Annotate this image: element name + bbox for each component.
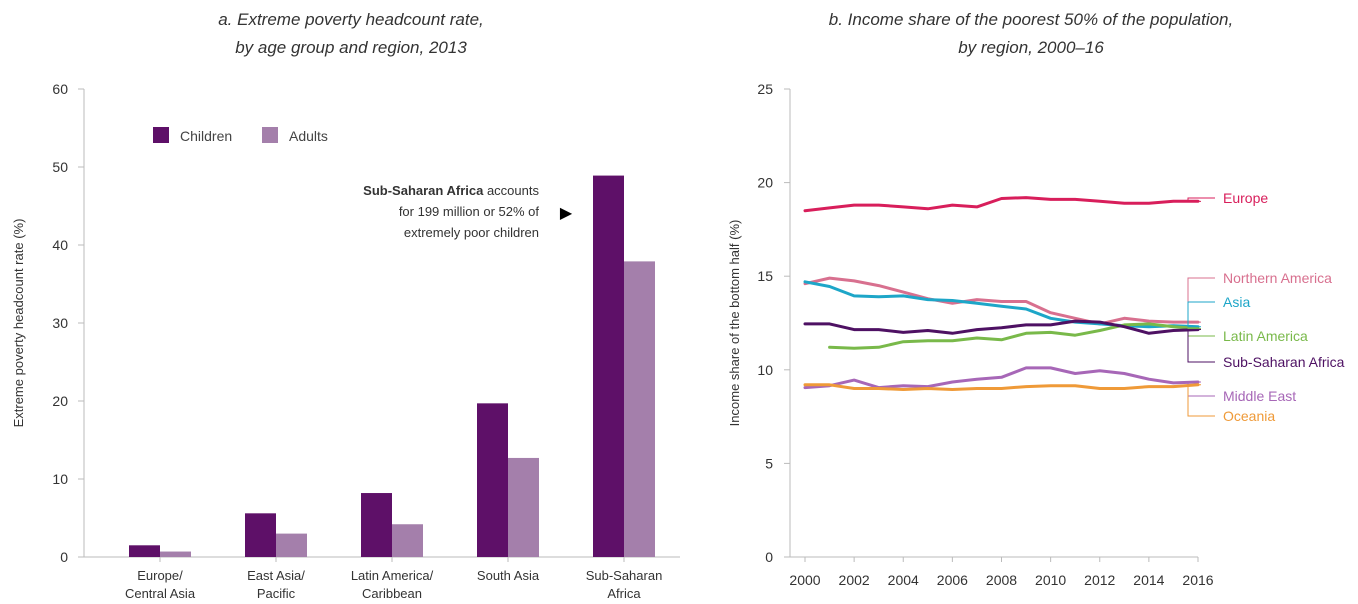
series-label-sub-saharan-africa: Sub-Saharan Africa [1223,354,1345,370]
chart-a-bars [129,175,655,557]
bar-children-0 [129,545,160,557]
annotation-arrow-icon: ▶ [560,205,573,222]
category-label: Africa [607,586,641,601]
category-label: Latin America/ [351,568,434,583]
series-label-middle-east: Middle East [1223,388,1296,404]
series-leader-line [1187,384,1215,417]
chart-b-y-tick-label: 5 [765,455,773,471]
series-label-asia: Asia [1223,294,1250,310]
category-label: Sub-Saharan [586,568,663,583]
line-northern-america [803,276,1200,326]
chart-a-y-tick-label: 60 [52,81,68,97]
chart-b-y-axis-label: Income share of the bottom half (%) [727,220,742,427]
chart-b-title-line2: by region, 2000–16 [958,38,1104,57]
chart-b-title-line1: b. Income share of the poorest 50% of th… [829,10,1234,29]
chart-b-y-tick-label: 20 [757,175,773,191]
annotation-line2: for 199 million or 52% of [399,204,540,219]
category-label: Pacific [257,586,296,601]
chart-b-y-tick-label: 0 [765,549,773,565]
chart-a-y-tick-label: 40 [52,237,68,253]
chart-b-x-tick-label: 2006 [937,572,968,588]
chart-a-title-line2: by age group and region, 2013 [235,38,467,57]
line-middle-east [803,366,1200,390]
series-leader-line [1187,277,1215,323]
annotation-line3: extremely poor children [404,225,539,240]
chart-a-title-line1: a. Extreme poverty headcount rate, [218,10,484,29]
chart-b-x-tick-label: 2014 [1133,572,1164,588]
chart-a-legend: Children Adults [153,127,328,144]
bar-adults-4 [624,261,655,557]
series-label-oceania: Oceania [1223,408,1275,424]
legend-adults-label: Adults [289,128,328,144]
bar-children-2 [361,493,392,557]
legend-adults-swatch [262,127,278,143]
chart-a-y-tick-label: 10 [52,471,68,487]
bar-adults-2 [392,524,423,557]
line-oceania [803,383,1200,391]
chart-b-y-tick-label: 25 [757,81,773,97]
series-label-northern-america: Northern America [1223,270,1332,286]
category-label: Central Asia [125,586,196,601]
chart-b-x-tick-label: 2002 [839,572,870,588]
category-label: Caribbean [362,586,422,601]
chart-a-y-tick-label: 0 [60,549,68,565]
chart-a-y-tick-label: 30 [52,315,68,331]
bar-adults-0 [160,551,191,557]
chart-b-x-tick-label: 2004 [888,572,919,588]
chart-b-y-tick-label: 15 [757,268,773,284]
chart-a-y-tick-label: 50 [52,159,68,175]
series-leader-line [1187,197,1215,202]
bar-children-3 [477,403,508,557]
bar-children-1 [245,513,276,557]
chart-b-lines [803,196,1200,391]
line-latin-america [828,322,1200,350]
line-sub-saharan-africa [803,319,1200,335]
category-label: South Asia [477,568,540,583]
series-label-latin-america: Latin America [1223,328,1308,344]
chart-b-x-tick-label: 2008 [986,572,1017,588]
chart-a-axes: 0 10 20 30 40 50 60 [52,81,680,565]
bar-adults-3 [508,457,539,557]
annotation-bold: Sub-Saharan Africa [363,183,484,198]
chart-b: b. Income share of the poorest 50% of th… [727,10,1345,588]
chart-a-category-labels: Europe/Central Asia East Asia/Pacific Lati… [125,557,662,601]
category-label: Europe/ [137,568,183,583]
chart-b-x-tick-label: 2016 [1182,572,1213,588]
chart-b-y-tick-label: 10 [757,362,773,378]
chart-b-x-tick-label: 2012 [1084,572,1115,588]
chart-a-annotation: Sub-Saharan Africa accounts for 199 mill… [363,183,573,240]
chart-b-axes: 0 5 10 15 20 25 2000 2002 2004 2006 2008 2010 2012 20… [757,81,1213,588]
series-leader-line [1187,329,1215,363]
category-label: East Asia/ [247,568,305,583]
chart-b-series-labels: Europe Northern America Asia Latin America S… [1187,190,1345,424]
chart-a-y-axis-label: Extreme poverty headcount rate (%) [11,219,26,428]
annotation-line1-rest: accounts [483,183,539,198]
bar-children-4 [593,175,624,557]
chart-a-y-tick-label: 20 [52,393,68,409]
chart-b-x-tick-label: 2000 [789,572,820,588]
annotation-line1: Sub-Saharan Africa accounts [363,183,539,198]
series-leader-line [1187,301,1215,328]
line-europe [803,196,1200,213]
chart-b-x-tick-label: 2010 [1035,572,1066,588]
legend-children-label: Children [180,128,232,144]
legend-children-swatch [153,127,169,143]
line-asia [803,280,1200,329]
chart-a: a. Extreme poverty headcount rate, by ag… [11,10,680,601]
series-label-europe: Europe [1223,190,1268,206]
bar-adults-1 [276,533,307,557]
